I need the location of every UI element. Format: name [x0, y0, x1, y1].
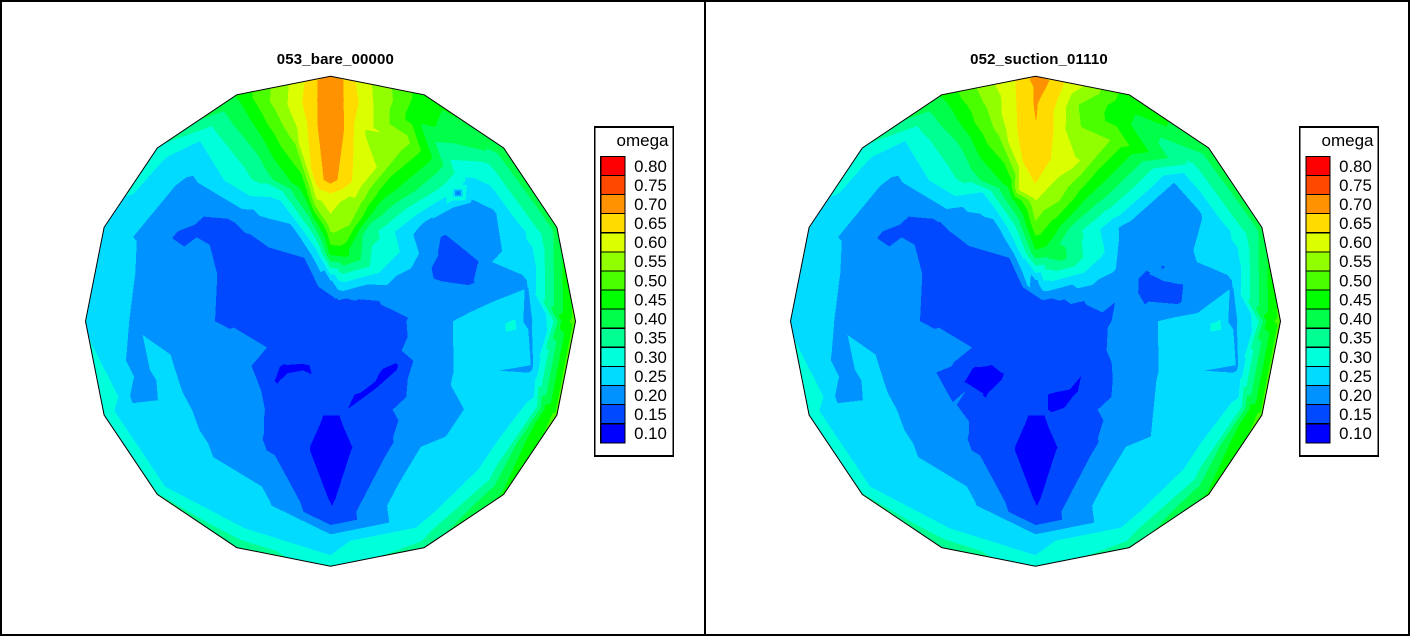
svg-text:0.80: 0.80 — [1339, 157, 1372, 176]
svg-text:0.40: 0.40 — [634, 310, 667, 329]
svg-text:0.10: 0.10 — [634, 424, 667, 443]
svg-text:0.55: 0.55 — [1339, 252, 1372, 271]
svg-text:0.80: 0.80 — [634, 157, 667, 176]
svg-text:0.55: 0.55 — [634, 252, 667, 271]
svg-text:052_suction_01110: 052_suction_01110 — [970, 51, 1108, 68]
svg-text:0.30: 0.30 — [1339, 348, 1372, 367]
svg-text:0.35: 0.35 — [634, 329, 667, 348]
svg-text:0.75: 0.75 — [1339, 176, 1372, 195]
svg-text:0.15: 0.15 — [1339, 405, 1372, 424]
svg-text:0.20: 0.20 — [634, 386, 667, 405]
svg-text:0.40: 0.40 — [1339, 310, 1372, 329]
svg-text:053_bare_00000: 053_bare_00000 — [277, 51, 394, 68]
svg-text:0.60: 0.60 — [634, 233, 667, 252]
svg-text:0.25: 0.25 — [634, 367, 667, 386]
svg-text:0.25: 0.25 — [1339, 367, 1372, 386]
svg-text:0.45: 0.45 — [634, 290, 667, 309]
svg-text:omega: omega — [1322, 131, 1375, 150]
svg-text:0.70: 0.70 — [1339, 195, 1372, 214]
svg-text:0.10: 0.10 — [1339, 424, 1372, 443]
svg-text:0.35: 0.35 — [1339, 329, 1372, 348]
svg-text:0.30: 0.30 — [634, 348, 667, 367]
svg-text:0.65: 0.65 — [1339, 214, 1372, 233]
svg-text:0.75: 0.75 — [634, 176, 667, 195]
svg-text:0.70: 0.70 — [634, 195, 667, 214]
svg-text:0.50: 0.50 — [1339, 271, 1372, 290]
svg-text:omega: omega — [617, 131, 670, 150]
svg-text:0.20: 0.20 — [1339, 386, 1372, 405]
svg-text:0.65: 0.65 — [634, 214, 667, 233]
svg-text:0.45: 0.45 — [1339, 290, 1372, 309]
svg-text:0.50: 0.50 — [634, 271, 667, 290]
svg-text:0.15: 0.15 — [634, 405, 667, 424]
svg-text:0.60: 0.60 — [1339, 233, 1372, 252]
